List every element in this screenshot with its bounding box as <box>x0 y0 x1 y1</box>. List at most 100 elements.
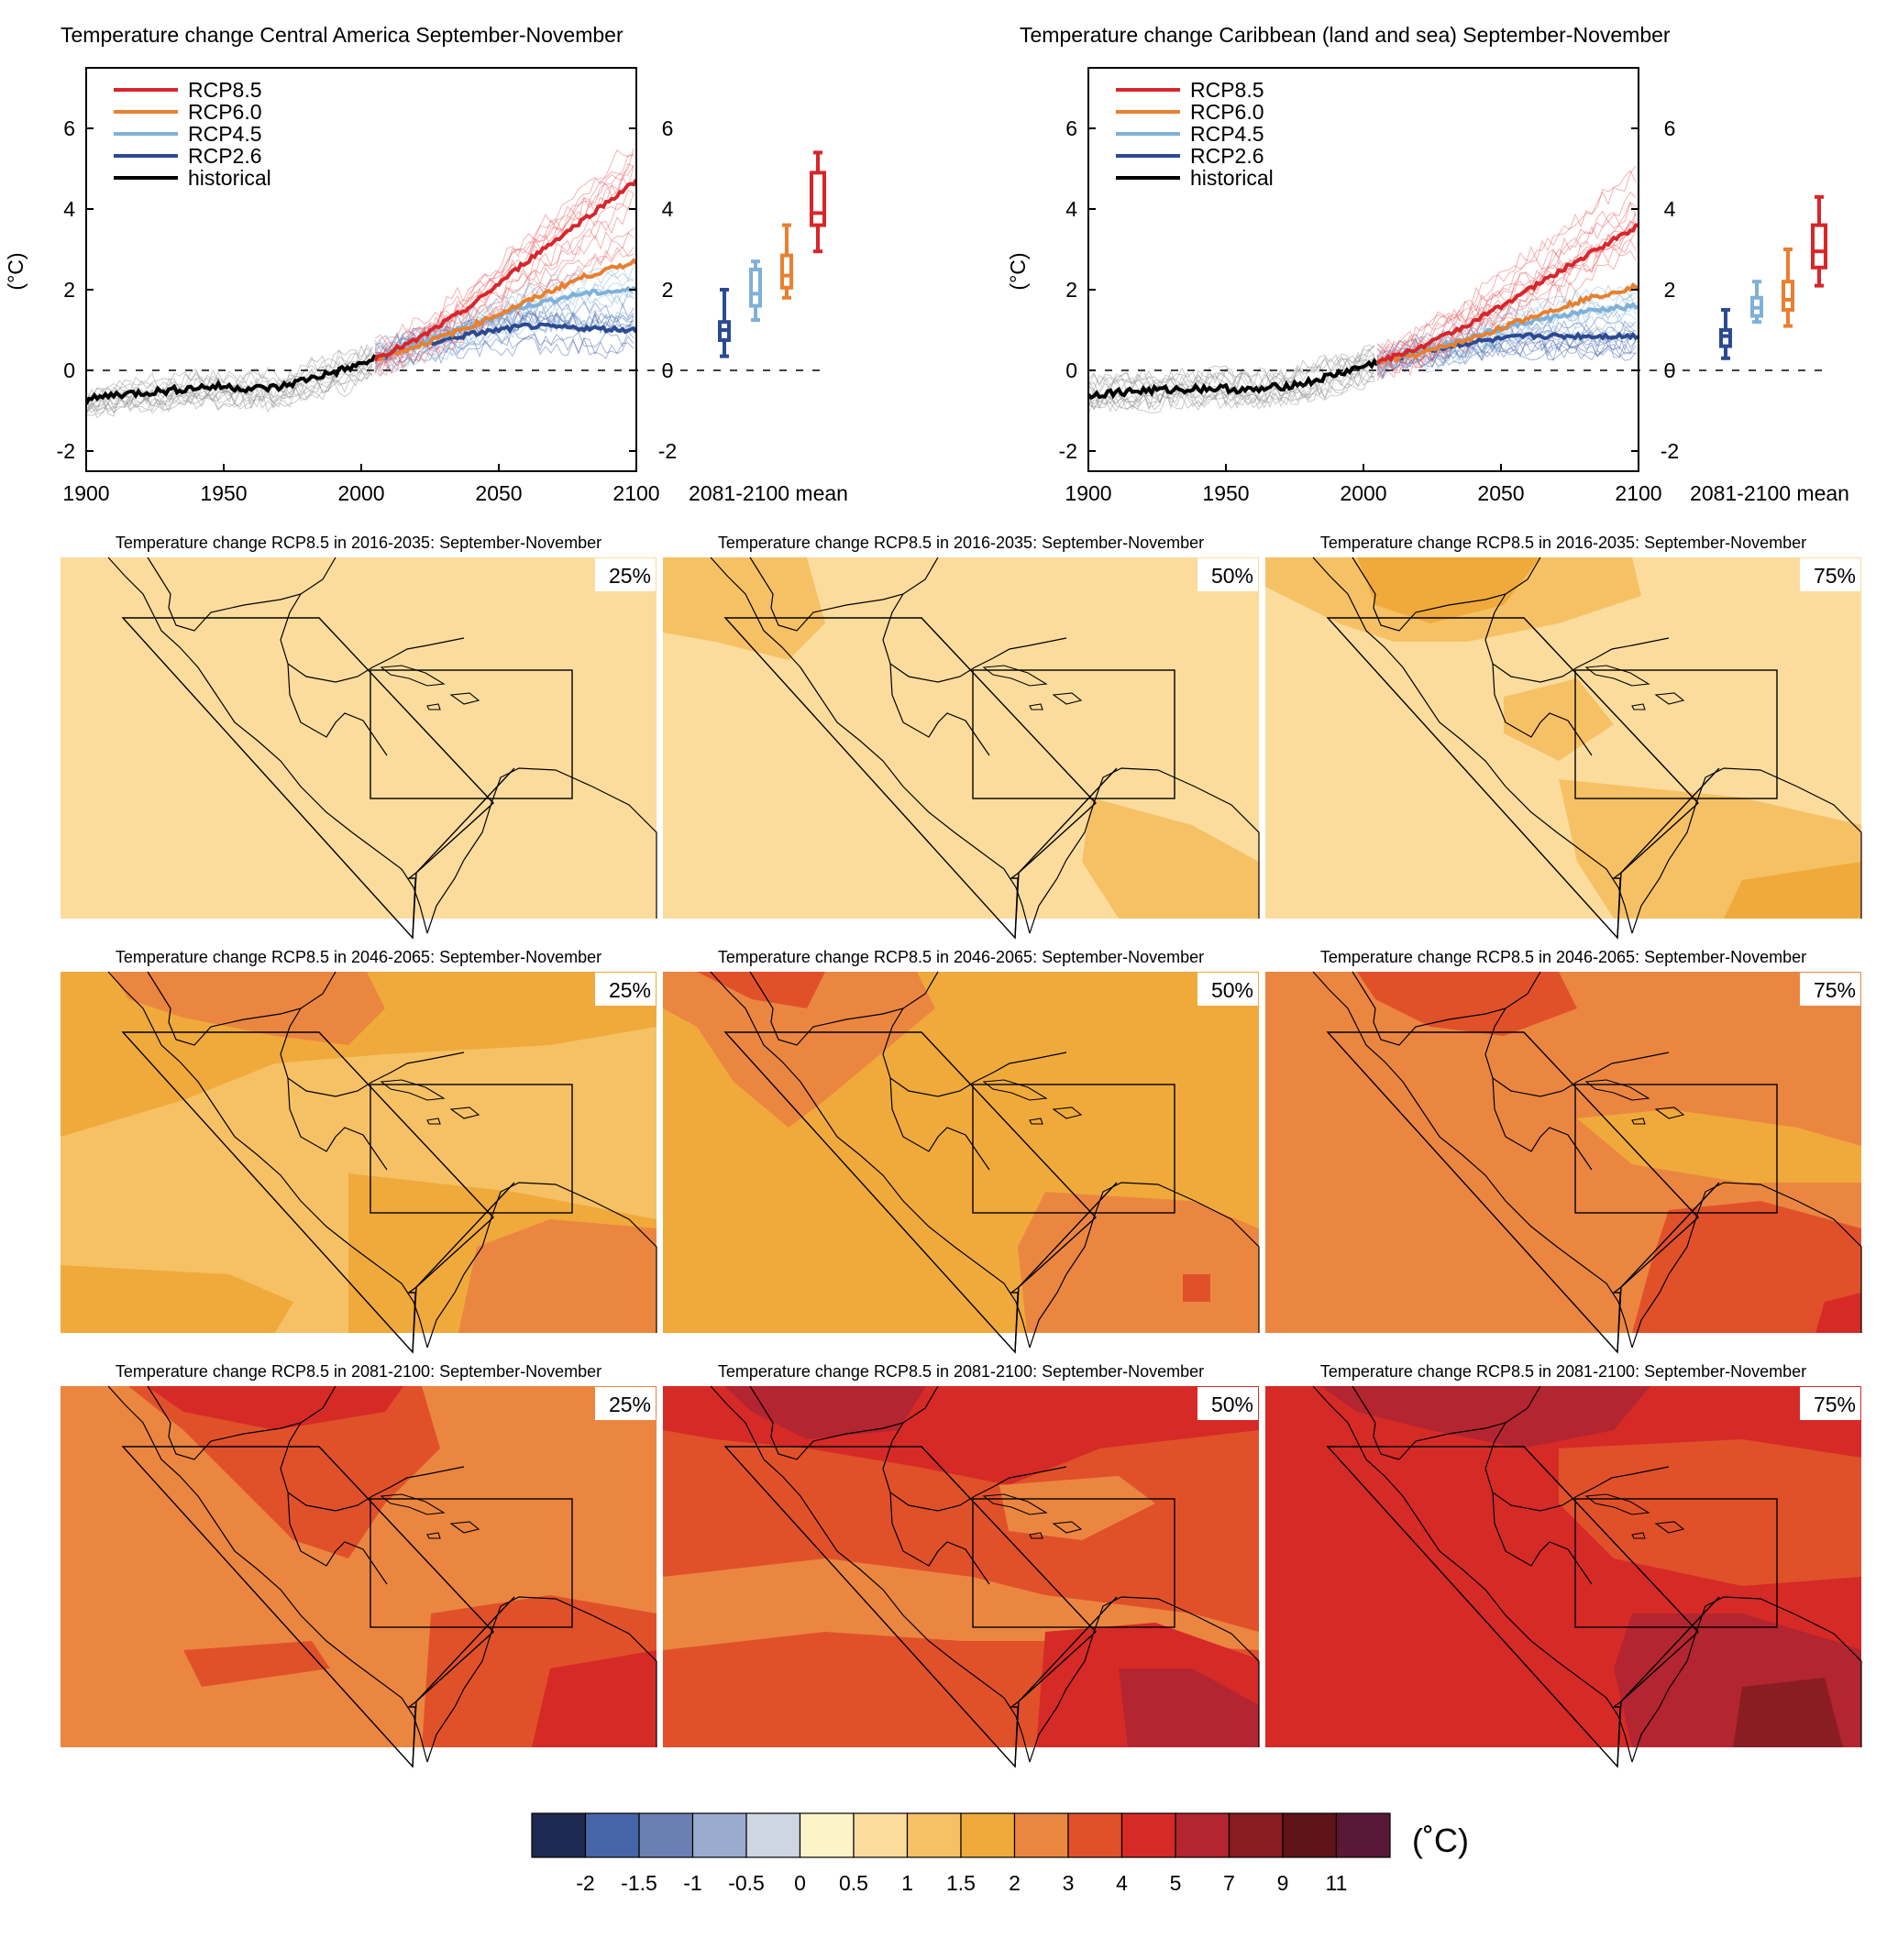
box-iqr <box>810 171 826 227</box>
percentile-label: 50% <box>1211 1393 1253 1416</box>
map-title: Temperature change RCP8.5 in 2046-2065: … <box>718 948 1204 966</box>
ensemble-member-line <box>374 269 635 361</box>
ensemble-member-line <box>1376 201 1637 358</box>
ensemble-member-line <box>86 347 373 400</box>
ensemble-member-line <box>1088 369 1375 412</box>
island-cuba <box>380 665 446 687</box>
colorbar-tick-label: 0.5 <box>839 1871 868 1895</box>
map-contour <box>1733 1678 1843 1747</box>
ensemble-member-line <box>86 364 373 414</box>
ensemble-member-line <box>1376 201 1637 369</box>
y-tick-label-right: 6 <box>662 116 674 140</box>
ensemble-member-line <box>1376 292 1637 363</box>
map-contour <box>1559 1439 1861 1586</box>
region-caribbean <box>1574 669 1778 799</box>
map-overlay <box>1312 556 1862 940</box>
region-edge <box>1014 1182 1118 1353</box>
region-caribbean <box>972 669 1175 799</box>
x-tick-label: 1900 <box>1065 481 1111 505</box>
colorbar-tick-label: 7 <box>1223 1871 1235 1895</box>
colorbar-tick-label: 11 <box>1326 1871 1348 1895</box>
colorbar-tick-label: 1.5 <box>946 1871 976 1895</box>
x-tick-label: 2000 <box>337 481 384 505</box>
island-jamaica <box>1029 703 1043 710</box>
colorbar-cell <box>531 1812 587 1858</box>
percentile-label: 75% <box>1814 564 1856 588</box>
map-contour <box>663 557 825 660</box>
ensemble-layer <box>1088 165 1639 415</box>
ensemble-member-line <box>374 326 635 369</box>
island-hispaniola <box>449 1107 480 1119</box>
ts-ylabel: (°C) <box>1006 252 1030 290</box>
percentile-badge-bg <box>1800 973 1860 1006</box>
y-tick-label: 2 <box>1065 278 1077 302</box>
map-contour <box>128 1386 440 1558</box>
x-tick-label: 2050 <box>1477 481 1524 505</box>
region-caribbean <box>1574 1084 1778 1214</box>
percentile-label: 50% <box>1211 978 1253 1002</box>
map-panel: Temperature change RCP8.5 in 2081-2100: … <box>1265 1362 1861 1747</box>
y-tick-label: -2 <box>1059 439 1077 463</box>
island-jamaica <box>1029 1118 1043 1125</box>
map-contour <box>1119 1668 1259 1747</box>
colorbar-tick-label: 9 <box>1277 1871 1289 1895</box>
y-tick-label-right: 2 <box>1664 278 1676 302</box>
box-iqr <box>1811 223 1827 270</box>
map-overlay <box>107 556 657 940</box>
map-contour <box>1357 557 1540 623</box>
region-edge <box>412 1182 515 1353</box>
legend-label-rcp45: RCP4.5 <box>188 122 262 146</box>
percentile-badge-bg <box>595 558 656 591</box>
legend-label-rcp85: RCP8.5 <box>1190 78 1264 102</box>
region-caribbean <box>370 1498 573 1628</box>
timeseries-panel-caribbean: Temperature change Caribbean (land and s… <box>1006 23 1849 505</box>
map-contour <box>1815 1293 1861 1333</box>
colorbar-cell <box>638 1812 694 1858</box>
map-contour <box>458 1219 657 1333</box>
map-field <box>61 557 657 919</box>
island-cuba <box>1584 1493 1650 1515</box>
legend: RCP8.5 RCP6.0 RCP4.5 RCP2.6 historical <box>1116 78 1274 190</box>
legend-label-rcp45: RCP4.5 <box>1190 122 1264 146</box>
y-tick-label: -2 <box>57 439 75 463</box>
island-hispaniola <box>1654 1107 1685 1119</box>
map-panel: Temperature change RCP8.5 in 2081-2100: … <box>61 1362 657 1747</box>
island-jamaica <box>426 1118 441 1125</box>
region-edge <box>1617 1596 1720 1767</box>
x-tick-label: 1950 <box>200 481 247 505</box>
ensemble-member-line <box>86 366 373 419</box>
island-jamaica <box>1631 1118 1646 1125</box>
y-tick-label: 0 <box>63 358 75 382</box>
island-cuba <box>982 665 1048 687</box>
ensemble-member-line <box>1088 346 1375 389</box>
legend-label-rcp60: RCP6.0 <box>1190 100 1264 124</box>
island-cuba <box>380 1079 446 1101</box>
ensemble-member-line <box>1376 337 1637 379</box>
percentile-label: 25% <box>609 978 651 1002</box>
coastline <box>710 556 1260 934</box>
colorbar: (˚C) -2 -1.5 -1 -0.5 0 0.5 1 1.5 2 3 4 5 7 9 11 <box>531 1812 1469 1895</box>
colorbar-cell <box>691 1812 747 1858</box>
map-title: Temperature change RCP8.5 in 2046-2065: … <box>1320 948 1806 966</box>
region-edge <box>1014 767 1118 939</box>
percentile-label: 75% <box>1814 1393 1856 1416</box>
ensemble-member-line <box>86 364 373 413</box>
ensemble-member-line <box>374 308 635 371</box>
ensemble-member-line <box>86 363 373 414</box>
ensemble-member-line <box>1376 213 1637 373</box>
y-tick-label-right: -2 <box>658 439 677 463</box>
map-panel: Temperature change RCP8.5 in 2016-2035: … <box>663 534 1259 919</box>
ensemble-member-line <box>1376 165 1637 358</box>
map-title: Temperature change RCP8.5 in 2081-2100: … <box>116 1362 601 1381</box>
colorbar-unit: (˚C) <box>1412 1822 1469 1859</box>
y-tick-label: 2 <box>63 278 75 302</box>
x-tick-label: 1950 <box>1202 481 1249 505</box>
coastline <box>1312 556 1862 934</box>
island-hispaniola <box>1052 1107 1083 1119</box>
ensemble-member-line <box>1088 353 1375 393</box>
ensemble-member-line <box>1088 368 1375 409</box>
ts-plot: 1900 1950 2000 2050 2100-2 -20 02 24 46 6 <box>1059 67 1827 505</box>
colorbar-cell <box>1120 1812 1176 1858</box>
percentile-badge-bg <box>595 973 656 1006</box>
